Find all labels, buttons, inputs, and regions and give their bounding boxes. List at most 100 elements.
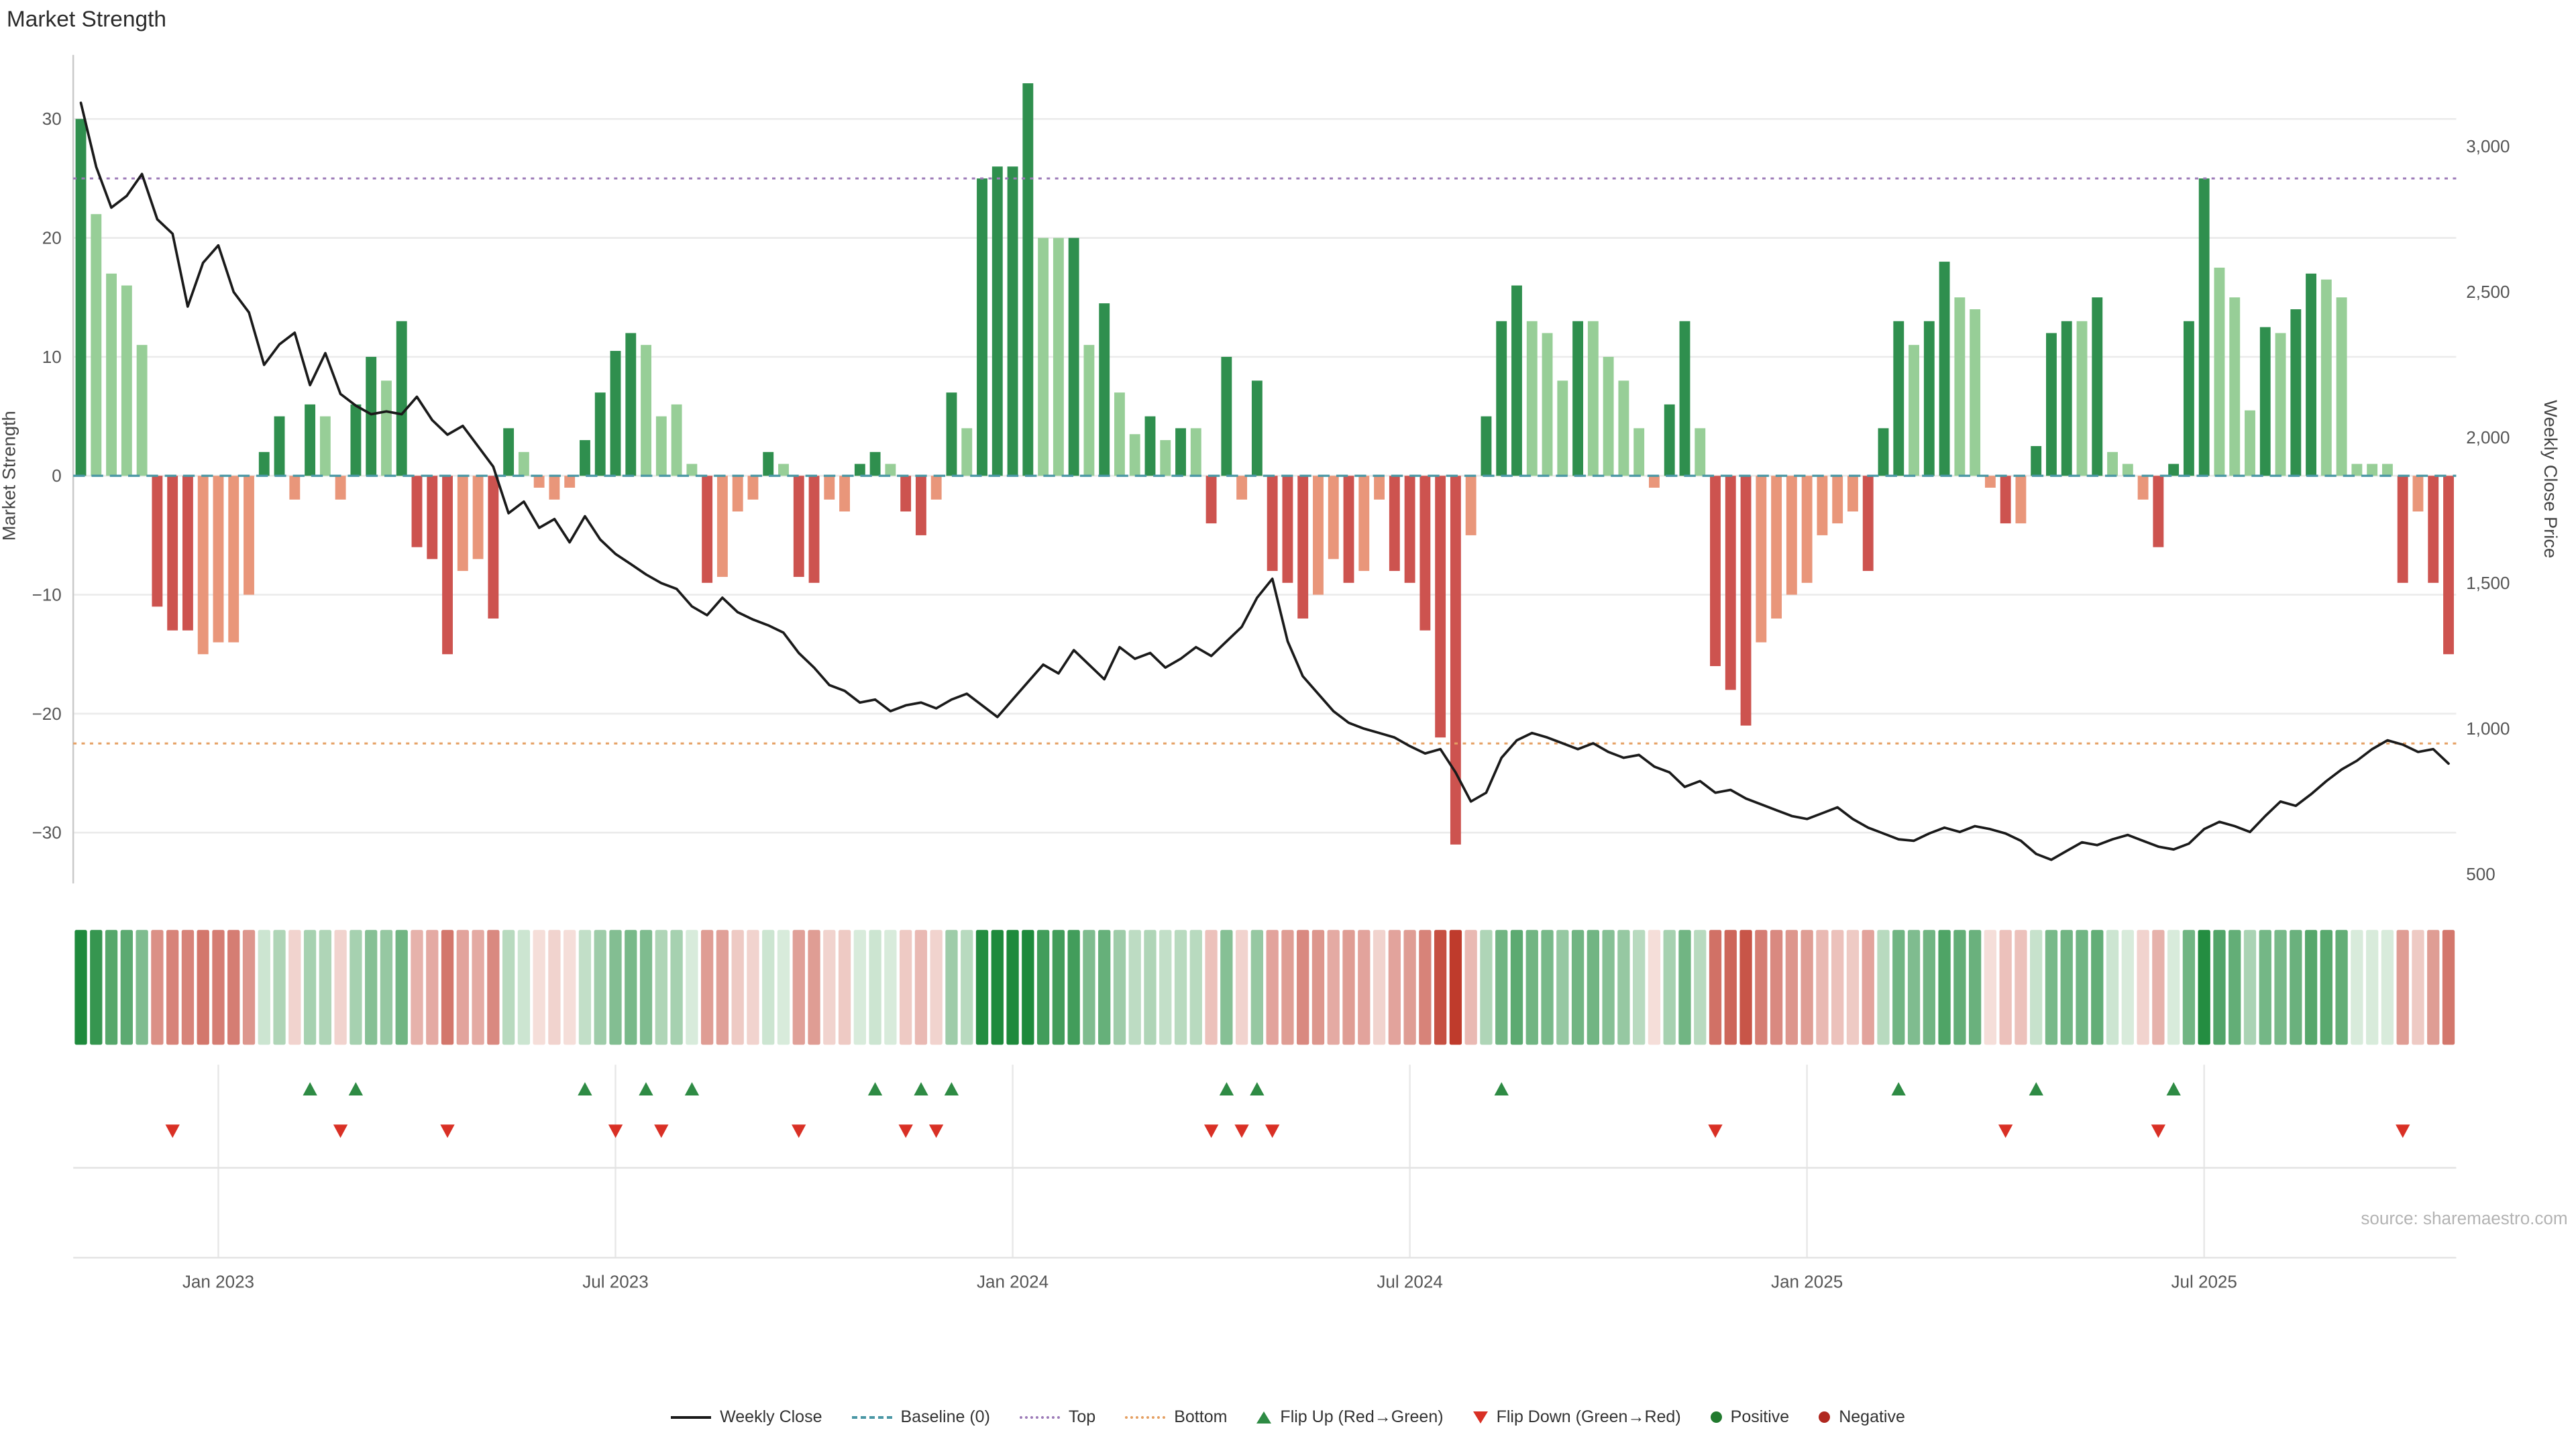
heatmap-cell — [166, 930, 179, 1045]
heatmap-cell — [2243, 930, 2257, 1045]
legend-item-baseline-0[interactable]: Baseline (0) — [851, 1407, 990, 1427]
heatmap-cell — [1510, 930, 1523, 1045]
heatmap-cell — [303, 930, 317, 1045]
legend-label: Top — [1068, 1407, 1096, 1426]
strength-bar — [1801, 476, 1813, 583]
heatmap-cell — [930, 930, 943, 1045]
heatmap-cell — [2259, 930, 2271, 1045]
page-title: Market Strength — [7, 7, 166, 32]
heatmap-cell — [227, 930, 240, 1045]
heatmap-cell — [1938, 930, 1951, 1045]
strength-bar — [1038, 237, 1049, 476]
heatmap-cell — [2304, 930, 2318, 1045]
heatmap-cell — [487, 930, 500, 1045]
legend-label: Flip Down (Green→Red) — [1496, 1407, 1681, 1426]
strength-bar — [152, 476, 163, 607]
legend-item-flip-down-green-red[interactable]: Flip Down (Green→Red) — [1472, 1407, 1681, 1427]
strength-bar — [258, 451, 270, 476]
heatmap-cell — [1464, 930, 1477, 1045]
strength-bar — [1175, 428, 1186, 476]
heatmap-cell — [1801, 930, 1813, 1045]
heatmap-cell — [181, 930, 195, 1045]
plot-area: Jan 2023 Jul 2023 Jan 2024 Jul 2024 Jan 2025… — [32, 54, 2510, 1291]
legend-item-top[interactable]: Top — [1019, 1407, 1096, 1427]
strength-bar — [793, 476, 804, 577]
strength-bar — [2122, 464, 2133, 476]
legend-item-bottom[interactable]: Bottom — [1125, 1407, 1227, 1427]
strength-bar — [1984, 476, 1996, 488]
strength-bar — [2351, 464, 2363, 476]
heatmap-cell — [1877, 930, 1890, 1045]
heatmap-cell — [74, 930, 87, 1045]
heatmap-cell — [1571, 930, 1585, 1045]
strength-bar — [1633, 428, 1645, 476]
x-tick-label: Jul 2025 — [2171, 1271, 2237, 1291]
flip-down-marker — [1265, 1124, 1280, 1138]
strength-bar — [885, 464, 896, 476]
strength-bar — [2168, 464, 2180, 476]
strength-bar — [2046, 333, 2057, 476]
y-left-tick-label: 20 — [42, 228, 62, 248]
heatmap-cell — [365, 930, 378, 1045]
strength-bar — [1481, 416, 1492, 476]
strength-bar — [1664, 404, 1675, 476]
y-left-tick-label: 0 — [52, 466, 61, 486]
heatmap-cell — [1281, 930, 1294, 1045]
heatmap-cell — [1128, 930, 1141, 1045]
strength-bar — [594, 392, 606, 476]
strength-bar — [1374, 476, 1385, 500]
heatmap-cell — [334, 930, 347, 1045]
heatmap-cell — [1923, 930, 1935, 1045]
heatmap-cell — [1846, 930, 1860, 1045]
heatmap-cell — [1785, 930, 1799, 1045]
y-right-tick-label: 1,000 — [2466, 718, 2510, 739]
strength-bar — [305, 404, 316, 476]
strength-bar — [488, 476, 499, 619]
strength-bar — [1511, 285, 1522, 476]
strength-bar — [2290, 309, 2302, 476]
strength-bar — [2137, 476, 2149, 500]
flip-up-marker — [2029, 1082, 2043, 1096]
y-right-tick-label: 1,500 — [2466, 573, 2510, 593]
heatmap-cell — [1678, 930, 1691, 1045]
heatmap-cell — [914, 930, 928, 1045]
flip-down-marker — [333, 1124, 348, 1138]
y-right-axis-title: Weekly Close Price — [2540, 400, 2561, 558]
heatmap-cell — [1297, 930, 1309, 1045]
heatmap-cell — [548, 930, 561, 1045]
heatmap-cell — [2121, 930, 2134, 1045]
legend: Weekly Close Baseline (0) Top Bottom Flip Up… — [0, 1407, 2576, 1427]
strength-bar — [2076, 321, 2088, 476]
legend-item-flip-up-red-green[interactable]: Flip Up (Red→Green) — [1256, 1407, 1444, 1427]
heatmap-cell — [1831, 930, 1844, 1045]
strength-bar — [854, 464, 865, 476]
strength-bar — [961, 428, 973, 476]
flip-up-marker — [867, 1082, 883, 1096]
strength-bar — [182, 476, 193, 631]
strength-bar — [2031, 445, 2042, 476]
strength-bar — [930, 476, 942, 500]
heatmap-cell — [716, 930, 729, 1045]
heatmap-cell — [2381, 930, 2394, 1045]
heatmap-cell — [2152, 930, 2165, 1045]
flip-up-marker — [2166, 1082, 2181, 1096]
heatmap-cell — [1709, 930, 1722, 1045]
strength-bar — [716, 476, 728, 577]
legend-item-positive[interactable]: Positive — [1710, 1407, 1789, 1427]
strength-bar — [2428, 476, 2439, 583]
heatmap-cell — [625, 930, 637, 1045]
strength-bar — [136, 345, 148, 476]
x-tick-label: Jan 2023 — [182, 1271, 254, 1291]
strength-bar — [381, 380, 392, 476]
flip-up-marker — [639, 1082, 653, 1096]
heatmap-cell — [2365, 930, 2379, 1045]
strength-bar — [2320, 279, 2332, 476]
heatmap-cell — [2198, 930, 2210, 1045]
heatmap-cell — [441, 930, 454, 1045]
legend-item-negative[interactable]: Negative — [1819, 1407, 1905, 1427]
strength-bar — [335, 476, 346, 500]
strength-bar — [1450, 476, 1461, 845]
strength-bar — [702, 476, 713, 583]
strength-bar — [977, 178, 987, 476]
legend-item-weekly-close[interactable]: Weekly Close — [671, 1407, 822, 1427]
